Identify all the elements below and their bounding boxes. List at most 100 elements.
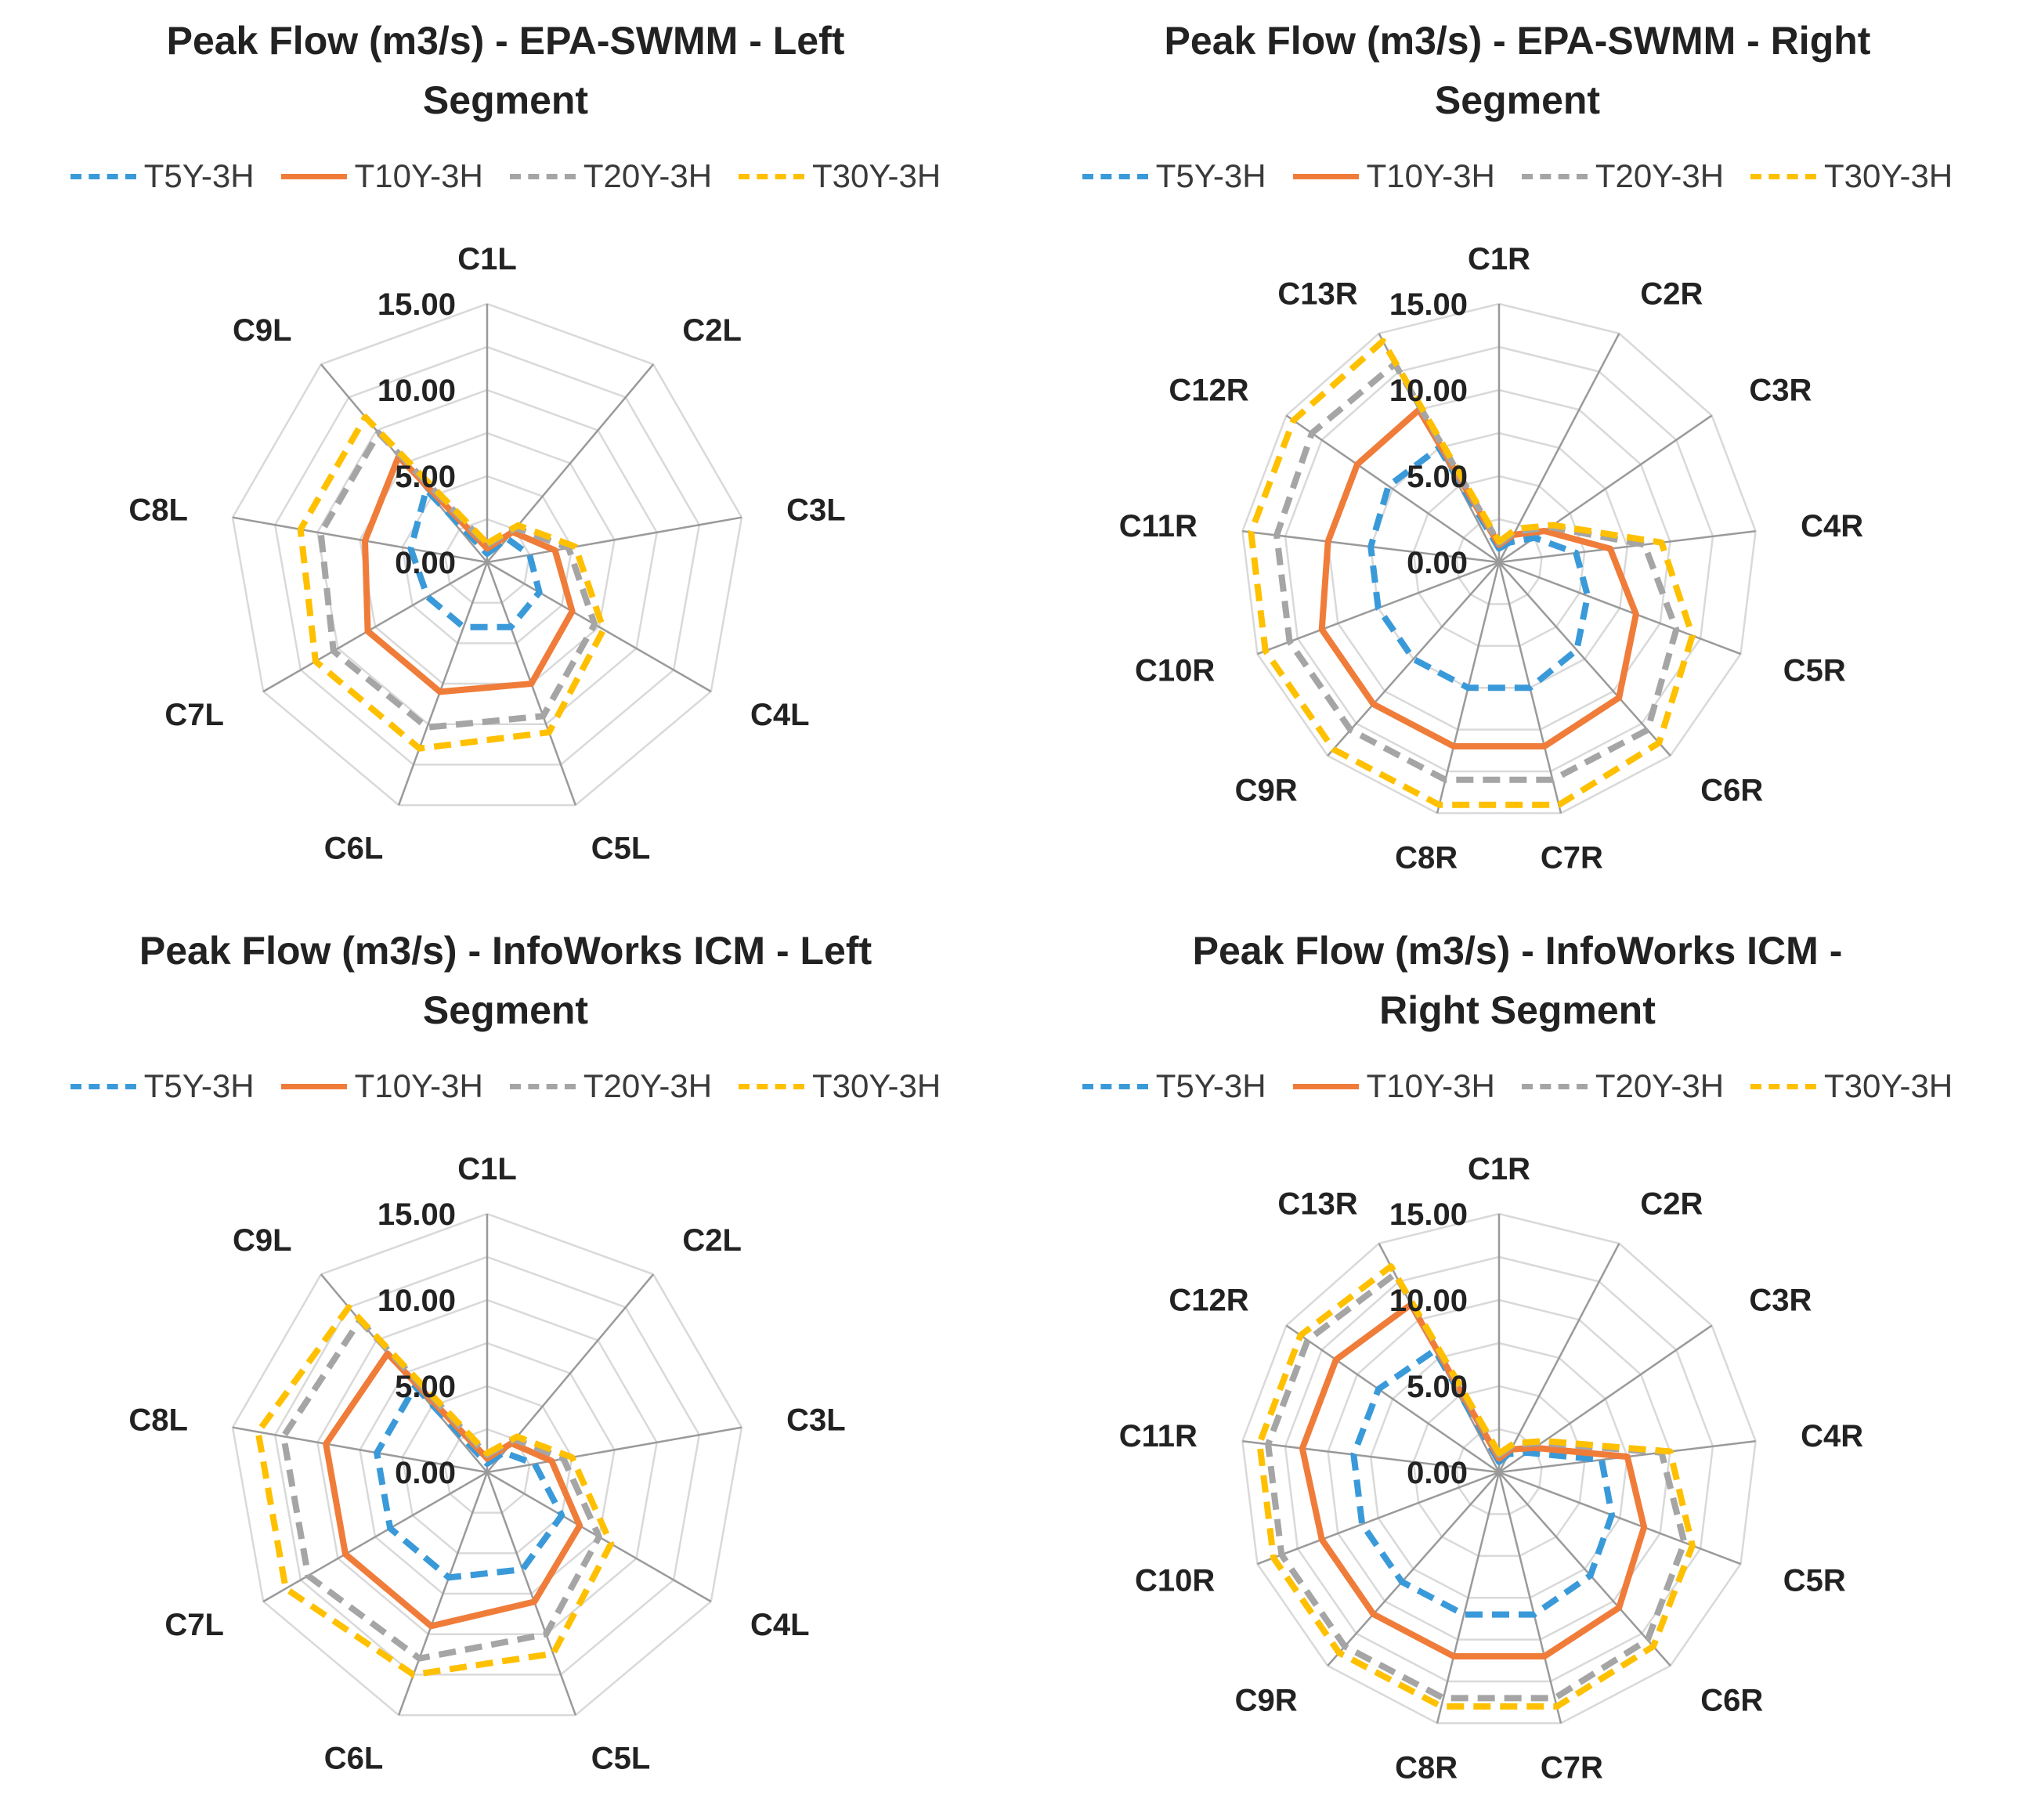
axis-label: C5L (591, 1742, 651, 1776)
legend-item-t10y-3h: T10Y-3H (1292, 157, 1495, 195)
legend-item-t5y-3h: T5Y-3H (1082, 1067, 1266, 1105)
legend-label: T10Y-3H (1366, 157, 1495, 194)
axis-spoke (1327, 562, 1500, 757)
series-t10y-3h (362, 453, 576, 695)
legend-label: T30Y-3H (1824, 1067, 1953, 1104)
grid-ring (273, 345, 701, 766)
axis-spoke (486, 1472, 577, 1716)
axis-spoke (1327, 1472, 1500, 1667)
axis-label: C1R (1468, 242, 1530, 276)
legend-item-t30y-3h: T30Y-3H (1750, 1067, 1953, 1105)
legend-swatch (1082, 1083, 1148, 1089)
axis-spoke (1498, 1471, 1741, 1565)
axis-label: C1L (457, 1152, 517, 1186)
grid-ring (359, 1342, 616, 1595)
axis-spoke (232, 1426, 488, 1474)
tick-label: 0.00 (395, 546, 456, 580)
legend-item-t10y-3h: T10Y-3H (280, 1067, 483, 1105)
series-t30y-3h (255, 1304, 615, 1678)
axis-spoke (486, 1426, 742, 1474)
legend-swatch (70, 1083, 136, 1089)
chart-title: Peak Flow (m3/s) - InfoWorks ICM - Left … (47, 921, 964, 1040)
chart-title-line-2: Segment (422, 78, 589, 122)
tick-label: 0.00 (1407, 1456, 1468, 1490)
chart-legend: T5Y-3H T10Y-3H T20Y-3H T30Y-3H (0, 149, 1011, 204)
legend-label: T20Y-3H (1595, 157, 1725, 194)
legend-swatch (509, 173, 576, 179)
tick-label: 10.00 (378, 1284, 456, 1318)
axis-label: C3L (786, 1403, 846, 1438)
spokes (1242, 304, 1756, 814)
series-t5y-3h (374, 1383, 565, 1581)
axis-label: C13R (1277, 1186, 1357, 1221)
axis-label: C2R (1640, 276, 1703, 311)
axis-spoke (1285, 1324, 1500, 1474)
axis-label: C12R (1169, 1284, 1248, 1318)
series-t5y-3h (1350, 1347, 1615, 1618)
legend-label: T10Y-3H (354, 157, 483, 194)
legend-swatch (739, 173, 805, 179)
axis-label: C4L (750, 698, 810, 732)
axis-label: C9R (1235, 1683, 1298, 1717)
axis-label: C8L (128, 1403, 188, 1438)
tick-label: 15.00 (1389, 287, 1468, 322)
legend-item-t20y-3h: T20Y-3H (1521, 157, 1725, 195)
chart-legend: T5Y-3H T10Y-3H T20Y-3H T30Y-3H (0, 1059, 1011, 1114)
axis-label: C6R (1700, 1683, 1763, 1717)
legend-swatch (1521, 173, 1588, 179)
chart-title-line-1: Peak Flow (m3/s) - EPA-SWMM - Right (1164, 19, 1871, 63)
series-t20y-3h (317, 429, 598, 731)
axis-spoke (1498, 562, 1671, 757)
legend-swatch (280, 1083, 347, 1089)
tick-label: 15.00 (378, 1197, 456, 1232)
legend-label: T10Y-3H (1366, 1067, 1495, 1104)
axis-label: C12R (1169, 374, 1248, 408)
axis-spoke (486, 516, 742, 564)
chart-panel-swmm-right: Peak Flow (m3/s) - EPA-SWMM - Right Segm… (1012, 0, 2023, 910)
axis-label: C2R (1640, 1186, 1703, 1221)
axis-spoke (486, 561, 712, 693)
axis-label: C4R (1801, 509, 1863, 543)
axis-label: C3L (786, 493, 846, 528)
axis-label: C3R (1749, 374, 1812, 408)
legend-swatch (509, 1083, 576, 1089)
axis-label: C7L (164, 698, 224, 732)
axis-spoke (1285, 414, 1500, 564)
grid-ring (1412, 475, 1586, 648)
axis-label: C9L (233, 1223, 292, 1258)
grid-ring (1241, 302, 1757, 814)
grid-ring (1241, 1212, 1757, 1724)
legend-swatch (1750, 1083, 1817, 1089)
chart-title-line-2: Segment (1434, 78, 1601, 122)
axis-label: C1R (1468, 1152, 1530, 1186)
axis-label: C5R (1783, 654, 1846, 688)
axis-label: C7R (1541, 1751, 1603, 1786)
legend-label: T20Y-3H (583, 1067, 713, 1104)
legend-item-t30y-3h: T30Y-3H (739, 1067, 941, 1105)
axis-label: C9R (1235, 773, 1298, 807)
spokes (1242, 1214, 1756, 1724)
axis-spoke (397, 562, 489, 806)
chart-panel-icm-right: Peak Flow (m3/s) - InfoWorks ICM - Right… (1012, 910, 2023, 1820)
axis-label: C4L (750, 1608, 810, 1642)
axis-spoke (1257, 1471, 1500, 1565)
chart-title-line-1: Peak Flow (m3/s) - InfoWorks ICM - Left (139, 929, 872, 973)
series-t20y-3h (280, 1317, 602, 1662)
grid-ring (1369, 1342, 1629, 1599)
legend-item-t5y-3h: T5Y-3H (70, 157, 255, 195)
legend-label: T5Y-3H (1155, 157, 1266, 194)
legend-label: T20Y-3H (583, 157, 713, 194)
grid-ring (1327, 1298, 1671, 1641)
tick-label: 10.00 (1389, 1284, 1468, 1318)
axis-spoke (1497, 333, 1620, 563)
chart-title-line-1: Peak Flow (m3/s) - EPA-SWMM - Left (166, 19, 845, 63)
series-t5y-3h (1367, 444, 1591, 692)
axis-label: C13R (1277, 276, 1357, 311)
legend-swatch (1292, 173, 1359, 179)
legend-swatch (70, 173, 136, 179)
axis-spoke (1497, 1472, 1562, 1724)
tick-label: 0.00 (395, 1456, 456, 1490)
grid-ring (1412, 1385, 1586, 1558)
